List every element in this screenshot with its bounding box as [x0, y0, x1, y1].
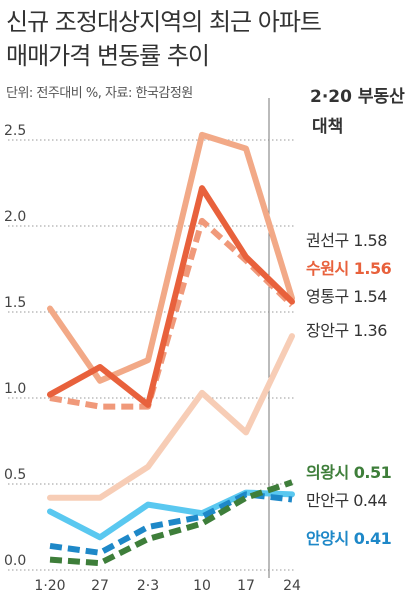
x-tick-label: 24 — [283, 578, 301, 594]
event-label-line2: 대책 — [312, 117, 343, 137]
series-label-수원시: 수원시 1.56 — [306, 259, 392, 278]
series-label-안양시: 안양시 0.41 — [306, 529, 392, 548]
series-label-권선구: 권선구 1.58 — [306, 231, 387, 250]
event-label-line1: 2·20 부동산 — [310, 87, 405, 107]
chart-title-line1: 신규 조정대상지역의 최근 아파트 — [6, 8, 322, 36]
series-labels: 권선구 1.58 수원시 1.56 영통구 1.54 장안구 1.36 의왕시 0.51… — [306, 231, 392, 548]
x-tick-label: 10 — [193, 578, 211, 594]
y-tick-label: 0.5 — [4, 467, 26, 483]
y-tick-label: 1.5 — [4, 295, 26, 311]
chart-title-line2: 매매가격 변동률 추이 — [6, 42, 210, 70]
series-line-수원시 — [47, 185, 295, 408]
series-lines — [47, 131, 295, 567]
y-axis: 2.5 2.0 1.5 1.0 0.5 0.0 — [4, 123, 26, 569]
series-label-장안구: 장안구 1.36 — [306, 321, 387, 340]
x-tick-label: 27 — [91, 578, 109, 594]
series-label-의왕시: 의왕시 0.51 — [306, 463, 392, 482]
x-tick-label: 1·20 — [34, 578, 65, 594]
series-label-만안구: 만안구 0.44 — [306, 491, 387, 510]
series-line-의왕시 — [49, 479, 293, 567]
series-line-안양시 — [49, 491, 293, 556]
y-tick-label: 2.5 — [4, 123, 26, 139]
x-axis: 1·20 27 2·3 10 17 24 — [34, 578, 301, 594]
series-label-영통구: 영통구 1.54 — [306, 287, 387, 306]
y-tick-label: 1.0 — [4, 381, 26, 397]
x-tick-label: 2·3 — [137, 578, 159, 594]
chart-subtitle: 단위: 전주대비 %, 자료: 한국감정원 — [6, 86, 193, 101]
y-tick-label: 0.0 — [4, 553, 26, 569]
y-tick-label: 2.0 — [4, 209, 26, 225]
x-tick-label: 17 — [237, 578, 255, 594]
series-line-장안구 — [47, 333, 295, 501]
series-line-권선구 — [47, 131, 295, 384]
